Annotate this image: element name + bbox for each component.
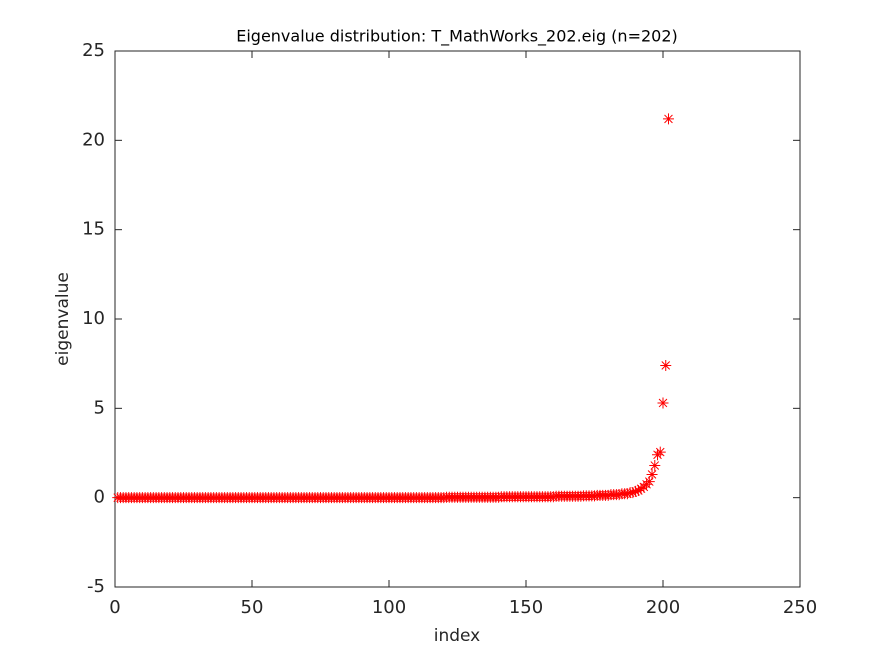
x-tick-label: 50 [241, 597, 264, 618]
data-point [547, 491, 559, 503]
data-point [660, 359, 672, 371]
y-tick-label: 15 [82, 219, 105, 240]
x-tick-label: 200 [646, 597, 680, 618]
data-point [602, 489, 614, 501]
data-point [627, 487, 639, 499]
data-point [630, 485, 642, 497]
y-tick-label: 5 [94, 397, 105, 418]
data-point [643, 476, 655, 488]
y-tick-label: 10 [82, 308, 105, 329]
data-point [662, 113, 674, 125]
x-tick-label: 250 [783, 597, 817, 618]
x-tick-label: 150 [509, 597, 543, 618]
data-point [632, 485, 644, 497]
chart-title: Eigenvalue distribution: T_MathWorks_202… [236, 27, 678, 47]
x-tick-label: 100 [372, 597, 406, 618]
y-tick-label: 20 [82, 129, 105, 150]
y-tick-label: 25 [82, 40, 105, 61]
x-axis-label: index [434, 626, 481, 646]
data-point [657, 397, 669, 409]
y-tick-label: 0 [94, 487, 105, 508]
data-point [649, 460, 661, 472]
data-point [589, 490, 600, 502]
y-axis-label: eigenvalue [53, 272, 73, 366]
data-point [621, 488, 633, 500]
data-point [493, 491, 505, 503]
data-point [613, 489, 625, 501]
data-point [646, 468, 658, 480]
x-tick-label: 0 [109, 597, 120, 618]
data-point [635, 483, 647, 495]
data-point [654, 446, 666, 458]
y-tick-label: -5 [87, 576, 105, 597]
